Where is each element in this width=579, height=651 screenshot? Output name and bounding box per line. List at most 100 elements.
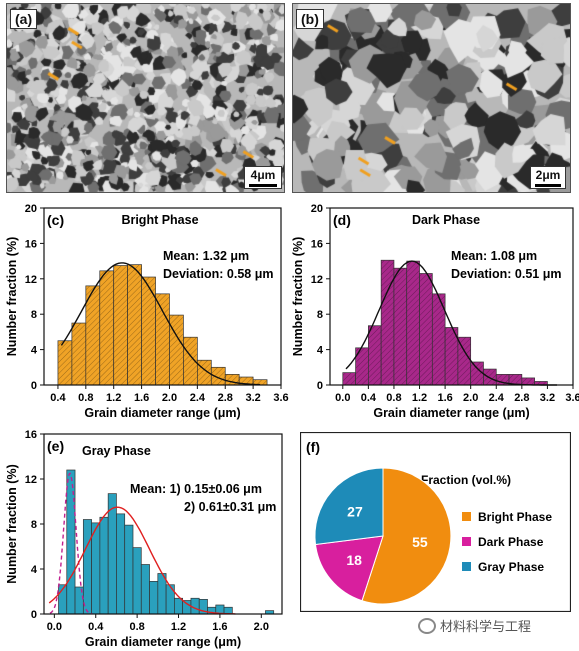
y-tick-label: 16	[311, 238, 323, 250]
chart-fraction-pie: (f) Fraction (vol.%) 55 18 27 Bright Phase Dar…	[300, 432, 571, 612]
x-tick-label: 0.0	[335, 392, 350, 404]
histogram-bar	[521, 377, 535, 386]
y-tick-label: 4	[31, 345, 38, 357]
x-tick-label: 2.0	[463, 392, 478, 404]
pie-slice	[314, 535, 384, 602]
plot-frame	[43, 207, 282, 386]
panel-label: (f)	[306, 439, 320, 455]
y-axis-label: Number fraction (%)	[5, 237, 19, 356]
x-tick-label: 1.2	[412, 392, 427, 404]
y-tick-label: 16	[25, 429, 37, 441]
histogram-bar	[140, 564, 150, 615]
pie-slice-label: 27	[347, 503, 363, 519]
histogram-bar	[116, 513, 126, 615]
fit-curve	[49, 472, 93, 615]
x-tick-label: 0.4	[50, 392, 66, 404]
y-tick-label: 4	[317, 345, 324, 357]
histogram-bar	[174, 597, 184, 615]
x-tick-label: 2.0	[254, 621, 269, 633]
histogram-bar	[419, 273, 433, 386]
chart-title: Fraction (vol.%)	[421, 473, 511, 487]
histogram-bar	[342, 372, 356, 386]
micrograph-b-image	[293, 4, 570, 192]
pie-slice-label: 18	[346, 552, 362, 568]
panel-label-b: (b)	[296, 9, 324, 29]
histogram-bar	[182, 600, 192, 615]
histogram-bar	[368, 325, 382, 386]
y-axis-label: Number fraction (%)	[291, 237, 305, 356]
annotation: Mean: 1) 0.15±0.06 μm	[130, 482, 262, 496]
y-tick-label: 16	[25, 238, 37, 250]
x-tick-label: 0.4	[88, 621, 104, 633]
annotation: Mean: 1.08 μm	[451, 249, 537, 263]
annotation: Deviation: 0.58 μm	[163, 267, 273, 281]
x-tick-label: 1.6	[134, 392, 149, 404]
x-tick-label: 0.8	[129, 621, 144, 633]
scale-bar-a-label: 4μm	[250, 168, 276, 182]
panel-label-a: (a)	[10, 9, 38, 29]
histogram-bar	[483, 368, 497, 386]
y-tick-label: 0	[31, 380, 37, 392]
chart-gray-phase: 0.0 0.4 0.8 1.2 1.6 2.0 0 4 8 12 16 Grain diameter …	[5, 429, 283, 649]
histogram-bar	[71, 322, 87, 386]
y-tick-label: 0	[31, 609, 37, 621]
legend-label: Bright Phase	[478, 510, 552, 524]
chart-title: Dark Phase	[412, 213, 480, 227]
y-tick-label: 20	[311, 203, 323, 215]
x-tick-label: 2.4	[489, 392, 505, 404]
histogram-bar	[155, 293, 170, 386]
legend-swatch	[462, 512, 471, 521]
watermark-text: 材料科学与工程	[440, 619, 532, 634]
plot-frame	[329, 207, 574, 386]
annotation: 2) 0.61±0.31 μm	[184, 500, 276, 514]
histogram-bar	[113, 265, 128, 386]
x-axis-label: Grain diameter range (μm)	[373, 406, 529, 420]
pie-slice-label: 55	[412, 534, 428, 550]
x-tick-label: 0.0	[47, 621, 62, 633]
chart-dark-phase: 0.0 0.4 0.8 1.2 1.6 2.0 2.4 2.8 3.2 3.6 0 4 8 12 16 20 G…	[291, 203, 579, 420]
x-axis-label: Grain diameter range (μm)	[84, 406, 240, 420]
annotation: Mean: 1.32 μm	[163, 249, 249, 263]
histogram-bar	[157, 573, 167, 615]
x-tick-label: 0.8	[386, 392, 401, 404]
histogram-bar	[107, 493, 117, 615]
x-axis-label: Grain diameter range (μm)	[85, 635, 241, 649]
y-tick-label: 8	[31, 309, 37, 321]
y-tick-label: 20	[25, 203, 37, 215]
histogram-bar	[470, 361, 484, 386]
y-tick-label: 12	[25, 274, 37, 286]
chart-title: Bright Phase	[121, 213, 198, 227]
chart-bright-phase: 0.4 0.8 1.2 1.6 2.0 2.4 2.8 3.2 3.6 0 4 8 12 16 20 Grai…	[5, 203, 289, 420]
x-tick-label: 1.6	[212, 621, 227, 633]
micrograph-a-image	[7, 4, 284, 192]
histogram-bar	[169, 314, 184, 386]
panel-label: (d)	[333, 212, 351, 228]
scale-bar-b: 2μm	[530, 166, 566, 189]
legend-swatch	[462, 562, 471, 571]
x-tick-label: 3.2	[245, 392, 260, 404]
watermark: 材料科学与工程	[418, 616, 531, 635]
pie-slice	[314, 467, 384, 546]
x-tick-label: 3.6	[565, 392, 579, 404]
legend-swatch	[462, 537, 471, 546]
x-tick-label: 3.2	[540, 392, 555, 404]
x-tick-label: 1.2	[106, 392, 121, 404]
histogram-bar	[127, 264, 142, 386]
scale-bar-a: 4μm	[244, 166, 282, 189]
histogram-bar	[406, 260, 420, 386]
x-tick-label: 2.8	[218, 392, 233, 404]
x-tick-label: 2.4	[190, 392, 206, 404]
y-tick-label: 8	[317, 309, 323, 321]
scale-bar-b-line	[535, 184, 561, 187]
y-tick-label: 0	[317, 380, 323, 392]
panel-label: (c)	[47, 212, 64, 228]
annotation: Deviation: 0.51 μm	[451, 267, 561, 281]
x-tick-label: 2.8	[514, 392, 529, 404]
x-tick-label: 3.6	[273, 392, 288, 404]
fit-curve	[48, 506, 236, 615]
panel-label: (e)	[47, 438, 64, 454]
pie-slice	[361, 467, 452, 605]
y-tick-label: 12	[25, 474, 37, 486]
histogram-bar	[57, 340, 73, 386]
histogram-bar	[393, 267, 408, 386]
